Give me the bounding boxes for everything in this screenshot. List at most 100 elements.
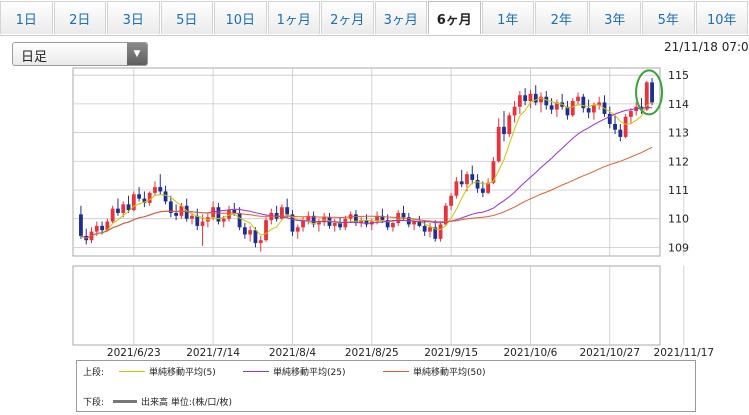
ma5-line <box>80 97 653 239</box>
candle-body <box>475 179 480 189</box>
y-tick-label: 110 <box>668 213 689 226</box>
candle-body <box>317 221 321 225</box>
candle-body <box>570 101 575 116</box>
tab-5[interactable]: 10日 <box>214 1 267 34</box>
legend-upper-label: 上段: <box>83 368 105 378</box>
candle-body <box>131 194 136 211</box>
candle-body <box>565 106 570 116</box>
chart-interval-select[interactable]: 日足 ▼ <box>12 42 148 66</box>
candle-body <box>126 204 131 211</box>
candle-body <box>443 205 448 225</box>
candle-body <box>581 96 586 109</box>
legend-ma50-label: 単純移動平均(50) <box>413 368 486 378</box>
candle-body <box>586 108 591 113</box>
tab-8[interactable]: 3ヶ月 <box>374 1 427 34</box>
candle-body <box>517 95 522 107</box>
candle-body <box>486 182 491 193</box>
chevron-down-icon[interactable]: ▼ <box>127 43 147 65</box>
legend-ma25: 単純移動平均(25) <box>243 365 345 378</box>
candle-body <box>285 207 290 215</box>
candle-body <box>94 225 99 232</box>
tab-12[interactable]: 3年 <box>588 1 641 34</box>
candle-body <box>523 95 528 102</box>
candle-body <box>174 212 179 216</box>
candle-body <box>121 204 126 213</box>
y-tick-label: 115 <box>668 69 689 82</box>
chart-legend: 上段: 単純移動平均(5) 単純移動平均(25) 単純移動平均(50) 下段: … <box>76 360 696 412</box>
tab-1[interactable]: 1日 <box>0 1 53 34</box>
candle-body <box>507 115 512 135</box>
legend-volume-label: 出来高 単位:(株/口/枚) <box>141 398 232 408</box>
candle-body <box>105 221 110 231</box>
candle-body <box>459 181 464 185</box>
candle-body <box>502 126 506 135</box>
ma25-swatch <box>243 371 269 372</box>
legend-ma5: 単純移動平均(5) <box>119 365 216 378</box>
candle-body <box>544 96 549 106</box>
tab-10[interactable]: 1年 <box>481 1 534 34</box>
candle-body <box>539 96 543 103</box>
candle-body <box>644 82 649 110</box>
candle-body <box>158 187 163 192</box>
x-tick-label: 2021/9/15 <box>424 347 478 359</box>
tab-6[interactable]: 1ヶ月 <box>267 1 320 34</box>
y-tick-label: 111 <box>668 184 689 197</box>
candle-body <box>332 222 337 226</box>
volume-panel <box>72 265 685 346</box>
candle-body <box>153 187 157 193</box>
candle-body <box>491 161 496 183</box>
tab-13[interactable]: 5年 <box>642 1 695 34</box>
y-tick-label: 109 <box>668 241 689 254</box>
legend-lower-label: 下段: <box>83 398 105 408</box>
candle-body <box>422 225 427 232</box>
candle-body <box>137 194 142 199</box>
price-panel-frame <box>72 67 661 257</box>
candle-body <box>248 230 253 235</box>
candle-body <box>650 82 654 103</box>
candle-body <box>110 208 115 222</box>
candle-body <box>618 129 623 137</box>
candle-body <box>227 210 231 219</box>
candle-body <box>163 191 168 202</box>
candle-body <box>591 105 596 113</box>
candle-body <box>216 207 221 222</box>
candle-body <box>116 208 120 213</box>
x-tick-label: 2021/10/6 <box>504 347 558 359</box>
legend-upper: 上段: <box>83 365 104 378</box>
tab-4[interactable]: 5日 <box>160 1 213 34</box>
candle-body <box>253 230 258 244</box>
candle-body <box>306 215 311 221</box>
candle-body <box>438 224 443 239</box>
moving-average-lines <box>80 97 653 239</box>
x-tick-label: 2021/11/17 <box>654 347 715 359</box>
tab-3[interactable]: 3日 <box>107 1 160 34</box>
candle-body <box>100 225 104 231</box>
candle-body <box>359 220 364 223</box>
candle-body <box>264 220 268 241</box>
tab-14[interactable]: 10年 <box>695 1 748 34</box>
ma50-line <box>80 146 653 239</box>
volume-swatch <box>113 400 137 403</box>
candle-body <box>597 102 602 106</box>
candle-body <box>401 212 406 218</box>
candle-body <box>533 93 538 103</box>
candle-body <box>496 126 501 162</box>
x-tick-label: 2021/8/4 <box>269 347 316 359</box>
y-tick-label: 114 <box>668 98 689 111</box>
candle-body <box>147 192 152 203</box>
candle-body <box>301 220 305 228</box>
tab-9[interactable]: 6ヶ月 <box>428 1 481 34</box>
chart-grid <box>72 67 685 257</box>
legend-volume: 出来高 単位:(株/口/枚) <box>113 395 232 408</box>
candle-body <box>512 106 517 116</box>
candle-body <box>412 221 416 225</box>
tab-11[interactable]: 2年 <box>535 1 588 34</box>
tab-2[interactable]: 2日 <box>53 1 106 34</box>
tab-7[interactable]: 2ヶ月 <box>321 1 374 34</box>
x-axis: 2021/6/23 2021/7/14 2021/8/4 2021/8/25 2021/… <box>107 347 714 359</box>
candle-body <box>549 105 554 110</box>
candle-body <box>470 174 475 180</box>
candle-body <box>554 102 559 110</box>
candle-body <box>354 214 358 223</box>
candle-body <box>380 215 385 221</box>
